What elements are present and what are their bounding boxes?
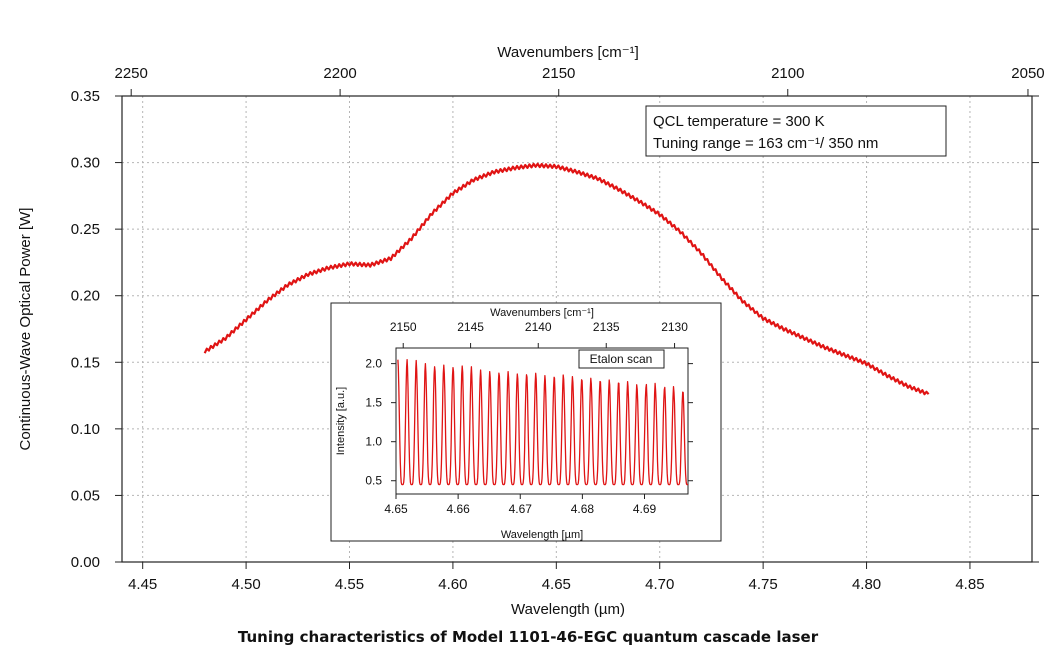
inset-chart: 4.65 4.66 4.67 4.68 4.69 0.5 1.0 1.5 2.0 2150 2145… xyxy=(330,302,722,542)
main-power-series xyxy=(203,162,930,396)
inset-y-tick-label: 0.5 xyxy=(365,474,382,488)
main-x-tick-label: 4.65 xyxy=(542,576,571,593)
inset-bottom-axis-label: Wavelength [µm] xyxy=(501,529,583,541)
inset-top-tick-label: 2135 xyxy=(593,320,620,334)
inset-x-tick-label: 4.69 xyxy=(633,502,657,516)
main-y-tick-label: 0.30 xyxy=(71,155,100,172)
inset-x-tick-label: 4.65 xyxy=(384,502,408,516)
main-x-tick-label: 4.55 xyxy=(335,576,364,593)
main-x-tick-label: 4.45 xyxy=(128,576,157,593)
main-x-tick-label: 4.60 xyxy=(438,576,467,593)
inset-top-axis-label: Wavenumbers [cm⁻¹] xyxy=(490,307,594,319)
main-top-tick-label: 2250 xyxy=(115,65,148,82)
figure-caption: Tuning characteristics of Model 1101-46-… xyxy=(237,628,819,646)
inset-etalon-series xyxy=(397,359,689,486)
inset-x-tick-label: 4.66 xyxy=(446,502,470,516)
main-y-tick-label: 0.15 xyxy=(71,354,100,371)
inset-top-tick-label: 2140 xyxy=(525,320,552,334)
inset-y-axis-label: Intensity [a.u.] xyxy=(335,387,347,455)
main-ticks: 4.45 4.50 4.55 4.60 4.65 4.70 4.75 4.80 4.85 0.00… xyxy=(71,65,1045,593)
main-y-tick-label: 0.05 xyxy=(71,487,100,504)
annotation-frame xyxy=(645,105,947,157)
inset-y-tick-label: 2.0 xyxy=(365,357,382,371)
inset-y-tick-label: 1.0 xyxy=(365,435,382,449)
inset-top-tick-label: 2150 xyxy=(390,320,417,334)
inset-ticks: 4.65 4.66 4.67 4.68 4.69 0.5 1.0 1.5 2.0 2150 2145… xyxy=(365,320,693,516)
annotation-line-temperature: QCL temperature = 300 K xyxy=(653,113,825,130)
inset-title: Etalon scan xyxy=(590,352,653,366)
main-y-tick-label: 0.10 xyxy=(71,421,100,438)
inset-y-tick-label: 1.5 xyxy=(365,396,382,410)
main-x-tick-label: 4.80 xyxy=(852,576,881,593)
main-y-tick-label: 0.20 xyxy=(71,288,100,305)
inset-top-tick-label: 2145 xyxy=(457,320,484,334)
main-y-axis-label: Continuous-Wave Optical Power [W] xyxy=(17,208,34,451)
main-x-tick-label: 4.85 xyxy=(955,576,984,593)
main-top-tick-label: 2100 xyxy=(771,65,804,82)
inset-x-tick-label: 4.68 xyxy=(571,502,595,516)
main-y-tick-label: 0.35 xyxy=(71,88,100,105)
main-top-axis-label: Wavenumbers [cm⁻¹] xyxy=(497,44,639,61)
main-top-tick-label: 2150 xyxy=(542,65,575,82)
main-top-tick-label: 2050 xyxy=(1011,65,1044,82)
main-x-tick-label: 4.70 xyxy=(645,576,674,593)
main-plot-frame xyxy=(121,95,1033,563)
main-top-tick-label: 2200 xyxy=(323,65,356,82)
main-y-tick-label: 0.25 xyxy=(71,221,100,238)
inset-plot-frame xyxy=(395,347,689,495)
inset-legend-box xyxy=(578,349,665,369)
annotation-line-tuning-range: Tuning range = 163 cm⁻¹/ 350 nm xyxy=(653,135,878,152)
main-y-tick-label: 0.00 xyxy=(71,554,100,571)
main-x-tick-label: 4.75 xyxy=(749,576,778,593)
inset-x-tick-label: 4.67 xyxy=(509,502,533,516)
main-bottom-axis-label: Wavelength (µm) xyxy=(511,601,625,618)
annotation-box: QCL temperature = 300 K Tuning range = 1… xyxy=(645,105,947,157)
main-x-tick-label: 4.50 xyxy=(231,576,260,593)
inset-top-tick-label: 2130 xyxy=(661,320,688,334)
